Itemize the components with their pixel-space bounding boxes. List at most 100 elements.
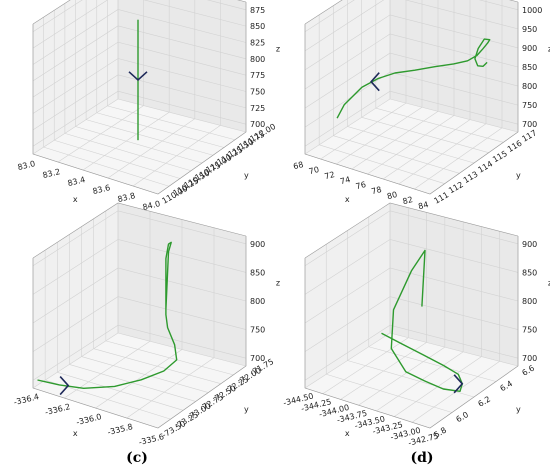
chart-panel-4: -344.50-344.25-344.00-343.75-343.50-343.… xyxy=(282,202,550,466)
x-tick-label: 78 xyxy=(370,185,382,196)
grid-line xyxy=(117,98,247,133)
z-axis-label: z xyxy=(548,44,550,53)
grid-line xyxy=(304,324,519,381)
z-tick-label: 800 xyxy=(522,82,537,91)
grid-line xyxy=(32,239,247,295)
floor-pane xyxy=(33,99,246,194)
z-tick-label: 875 xyxy=(250,6,265,15)
y-axis-label: y xyxy=(516,405,521,414)
x-tick-label: 83.4 xyxy=(67,175,86,188)
y-tick-label: 6.4 xyxy=(499,379,515,393)
x-tick-label: 68 xyxy=(292,160,304,171)
grid-line xyxy=(304,296,519,352)
direction-marker xyxy=(370,72,380,92)
grid-line xyxy=(69,364,196,402)
grid-line xyxy=(96,112,225,148)
z-tick-label: 700 xyxy=(522,120,537,129)
x-tick-label: -336.4 xyxy=(13,392,40,407)
z-tick-label: 1000 xyxy=(522,6,542,15)
grid-line xyxy=(81,356,209,393)
z-tick-label: 800 xyxy=(522,297,537,306)
grid-line xyxy=(126,357,215,419)
grid-line xyxy=(32,324,247,381)
grid-line xyxy=(333,135,460,174)
x-tick-label: 83.8 xyxy=(117,191,136,204)
z-tick-label: 725 xyxy=(250,104,265,113)
trajectory-line xyxy=(37,241,178,389)
grid-line xyxy=(117,332,247,367)
grid-line xyxy=(304,210,519,267)
direction-marker xyxy=(453,374,464,394)
grid-line xyxy=(64,133,192,172)
grid-line xyxy=(32,74,247,131)
grid-line xyxy=(304,0,519,33)
grid-line xyxy=(32,267,247,324)
y-tick-label: 5.8 xyxy=(433,426,449,440)
grid-line xyxy=(32,210,247,267)
floor-pane xyxy=(305,99,518,194)
grid-line xyxy=(32,0,247,33)
z-tick-label: 850 xyxy=(522,63,537,72)
x-tick-label: 83.2 xyxy=(42,167,61,180)
chart-panel-1: 83.083.283.483.683.884.0x 110.00110.25110… xyxy=(17,0,280,232)
trajectory-line xyxy=(336,38,491,119)
grid-line xyxy=(375,107,504,143)
y-tick-label: 6.6 xyxy=(521,364,537,378)
grid-line xyxy=(32,90,247,147)
box-edge xyxy=(304,2,519,195)
grid-line xyxy=(32,58,247,114)
z-tick-label: 900 xyxy=(522,44,537,53)
z-tick-label: 850 xyxy=(250,268,265,277)
y-tick-label: 113 xyxy=(462,170,480,185)
y-axis-label: y xyxy=(244,171,249,180)
box-edge xyxy=(32,2,247,195)
floor-pane xyxy=(305,333,518,428)
y-tick-label: 116 xyxy=(506,139,524,154)
grid-line xyxy=(304,14,519,71)
chart-panel-3: -336.4-336.2-336.0-335.8-335.6x -73.50-73… xyxy=(13,202,280,466)
z-tick-label: 700 xyxy=(522,354,537,363)
x-tick-label: 76 xyxy=(355,180,367,191)
y-tick-label: 111 xyxy=(433,190,451,205)
grid-line xyxy=(86,119,214,156)
z-axis-label: z xyxy=(276,278,280,287)
x-tick-label: 83.0 xyxy=(17,159,36,172)
grid-line xyxy=(107,105,236,141)
x-axis-label: x xyxy=(345,429,350,438)
x-axis-label: x xyxy=(73,429,78,438)
z-tick-label: 800 xyxy=(250,55,265,64)
z-tick-label: 700 xyxy=(250,120,265,129)
grid-line xyxy=(389,98,519,133)
z-axis-label: z xyxy=(548,278,550,287)
z-axis-label: z xyxy=(276,44,280,53)
z-tick-label: 950 xyxy=(522,25,537,34)
z-tick-label: 900 xyxy=(250,240,265,249)
grid-line xyxy=(304,52,519,109)
y-tick-label: 115 xyxy=(491,149,509,164)
grid-line xyxy=(32,0,247,49)
x-tick-label: 82 xyxy=(402,195,414,206)
grid-line xyxy=(319,144,445,184)
y-tick-label: 6.2 xyxy=(477,395,493,409)
y-tick-label: 112 xyxy=(447,180,465,195)
z-tick-label: 750 xyxy=(250,88,265,97)
z-tick-label: 750 xyxy=(250,326,265,335)
x-tick-label: 70 xyxy=(308,165,320,176)
x-tick-label: 80 xyxy=(386,190,398,201)
x-tick-label: 84 xyxy=(417,200,429,211)
y-axis-label: y xyxy=(516,171,521,180)
z-tick-label: 775 xyxy=(250,71,265,80)
grid-line xyxy=(32,41,247,98)
y-axis-label: y xyxy=(244,405,249,414)
grid-line xyxy=(43,146,170,187)
grid-line xyxy=(304,90,519,147)
grid-line xyxy=(389,332,519,367)
box-edge xyxy=(32,0,247,25)
grid-line xyxy=(304,267,519,324)
y-tick-label: 117 xyxy=(521,128,539,143)
z-tick-label: 900 xyxy=(522,240,537,249)
x-tick-label: -335.8 xyxy=(107,422,134,437)
z-tick-label: 750 xyxy=(522,326,537,335)
box-edge xyxy=(304,236,519,429)
